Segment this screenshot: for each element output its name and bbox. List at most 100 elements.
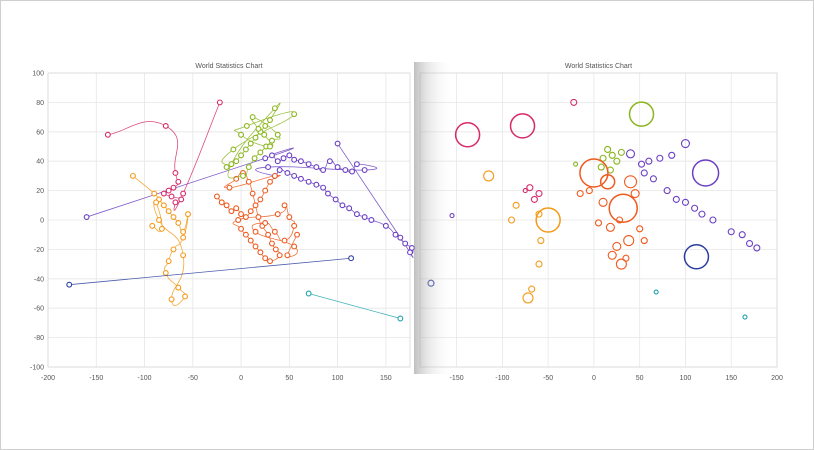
data-point-green: [223, 164, 230, 171]
bubble-green: [604, 145, 612, 153]
y-tick-label: -100: [30, 365, 44, 372]
data-point-purple: [353, 161, 360, 168]
data-point-magenta: [160, 190, 167, 197]
data-point-green: [255, 125, 262, 132]
data-point-purple: [291, 172, 298, 179]
bubble-orange: [537, 237, 545, 245]
bubble-red_orange: [605, 222, 615, 232]
bubble-orange: [507, 216, 516, 224]
data-point-purple: [313, 164, 320, 171]
bubble-green: [599, 154, 607, 162]
data-point-red_orange: [218, 199, 225, 206]
data-point-red_orange: [226, 184, 233, 191]
data-point-green: [262, 122, 269, 129]
x-tick-label: -100: [138, 375, 152, 382]
bubble-purple: [656, 154, 664, 162]
data-point-orange: [180, 228, 187, 235]
bubble-purple: [727, 228, 735, 236]
data-point-purple: [397, 234, 404, 241]
x-tick-label: -150: [89, 375, 103, 382]
data-point-orange: [153, 199, 160, 206]
data-point-green: [245, 164, 252, 171]
bubble-red_orange: [599, 174, 616, 190]
data-point-red_orange: [269, 240, 275, 247]
bubble-purple: [691, 159, 720, 187]
data-point-orange: [182, 293, 189, 300]
y-tick-label: 0: [40, 218, 44, 225]
data-point-green: [274, 131, 281, 138]
data-point-green: [228, 161, 235, 168]
bubble-purple: [625, 149, 636, 159]
data-point-orange: [165, 208, 172, 215]
bubble-orange: [522, 292, 534, 304]
bubble-red_orange: [616, 216, 624, 224]
bubble-purple: [738, 231, 746, 239]
y-tick-label: -80: [34, 335, 44, 342]
y-tick-label: 60: [36, 129, 44, 136]
data-point-red_orange: [274, 211, 281, 218]
data-point-purple: [353, 211, 360, 218]
bubble-green: [613, 157, 621, 165]
bubble-magenta: [454, 121, 481, 148]
data-point-green: [230, 146, 237, 153]
data-point-green: [257, 149, 264, 156]
data-point-red_orange: [257, 249, 264, 256]
data-point-red_orange: [247, 208, 254, 215]
bubble-purple: [681, 198, 690, 206]
data-point-green: [247, 140, 254, 147]
left-scatter-chart: World Statistics Chart-200 -150 -100 -50 0 50…: [30, 63, 415, 382]
series-curve-teal: [308, 293, 401, 319]
data-point-red_orange: [242, 231, 249, 238]
bubble-purple: [637, 160, 646, 168]
data-point-purple: [262, 155, 269, 162]
x-tick-label: -50: [188, 375, 198, 382]
data-point-red_orange: [238, 211, 245, 218]
data-point-teal: [397, 315, 404, 322]
data-point-magenta: [172, 170, 179, 176]
bubble-purple: [649, 175, 657, 183]
x-tick-label: -50: [543, 375, 553, 382]
data-point-purple: [382, 222, 389, 229]
data-point-orange: [162, 269, 169, 276]
data-point-red_orange: [291, 243, 298, 250]
data-point-red_orange: [252, 243, 259, 250]
data-point-purple: [368, 217, 375, 223]
data-point-orange: [158, 225, 165, 232]
data-point-magenta: [162, 122, 169, 129]
data-point-orange: [168, 296, 175, 303]
x-tick-label: 150: [380, 375, 392, 382]
data-point-purple: [313, 181, 320, 188]
data-point-red_orange: [255, 214, 262, 221]
data-point-green: [251, 155, 258, 162]
bubble-green: [573, 161, 579, 167]
x-tick-label: -200: [41, 375, 55, 382]
data-point-green: [233, 158, 240, 165]
data-point-purple: [320, 184, 327, 191]
data-point-red_orange: [276, 252, 283, 259]
data-point-green: [267, 117, 273, 123]
data-point-orange: [185, 211, 191, 218]
data-point-magenta: [168, 193, 175, 200]
bubble-green: [597, 163, 605, 171]
bubble-orange: [512, 201, 520, 209]
bubble-red_orange: [615, 258, 627, 270]
y-tick-label: 40: [36, 159, 44, 166]
data-point-magenta: [216, 99, 223, 106]
data-point-orange: [175, 219, 182, 226]
bubble-purple: [668, 151, 676, 159]
data-point-green: [269, 137, 275, 144]
data-point-purple: [284, 170, 291, 176]
x-tick-label: 50: [285, 375, 293, 382]
bubble-red_orange: [576, 189, 584, 198]
data-point-red_orange: [265, 231, 272, 238]
data-point-magenta: [180, 190, 187, 197]
bubble-purple: [753, 244, 761, 252]
data-point-red_orange: [267, 178, 273, 185]
data-point-magenta: [104, 131, 111, 138]
bubble-red_orange: [622, 254, 630, 262]
data-point-red_orange: [271, 172, 278, 179]
bubble-green: [608, 151, 616, 159]
bubble-red_orange: [607, 250, 617, 260]
y-tick-label: 100: [32, 71, 44, 78]
data-point-orange: [129, 172, 136, 179]
